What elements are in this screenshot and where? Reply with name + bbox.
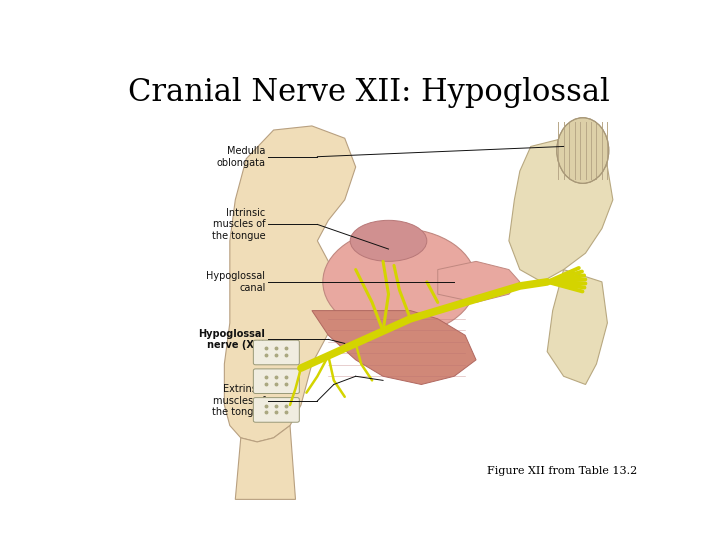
Text: Hypoglossal
nerve (XII): Hypoglossal nerve (XII) <box>199 328 266 350</box>
Ellipse shape <box>350 220 427 261</box>
Polygon shape <box>312 310 476 384</box>
Ellipse shape <box>557 118 609 184</box>
Text: Medulla
oblongata: Medulla oblongata <box>217 146 266 167</box>
FancyBboxPatch shape <box>253 397 300 422</box>
Text: Intrinsic
muscles of
the tongue: Intrinsic muscles of the tongue <box>212 208 266 241</box>
Polygon shape <box>438 261 520 302</box>
Polygon shape <box>547 269 608 384</box>
Text: Hypoglossal
canal: Hypoglossal canal <box>207 271 266 293</box>
Ellipse shape <box>323 228 476 335</box>
Text: Extrinsic
muscles of
the tongue: Extrinsic muscles of the tongue <box>212 384 266 417</box>
Polygon shape <box>235 426 295 500</box>
FancyBboxPatch shape <box>253 340 300 365</box>
Text: Figure XII from Table 13.2: Figure XII from Table 13.2 <box>487 467 637 476</box>
Polygon shape <box>225 126 356 442</box>
Text: Cranial Nerve XII: Hypoglossal: Cranial Nerve XII: Hypoglossal <box>128 77 610 109</box>
Polygon shape <box>509 138 613 282</box>
FancyBboxPatch shape <box>253 369 300 394</box>
